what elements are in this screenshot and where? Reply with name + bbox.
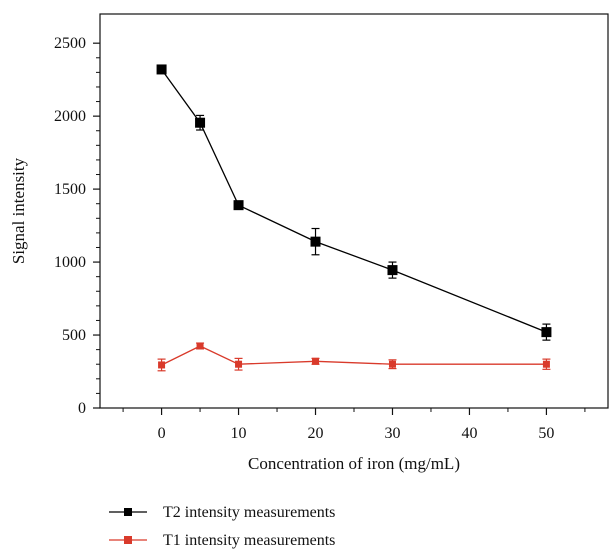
x-tick-label: 40 xyxy=(461,425,477,442)
data-point xyxy=(542,360,550,368)
legend-item: T1 intensity measurements xyxy=(109,532,335,549)
data-point xyxy=(156,64,167,75)
legend-item: T2 intensity measurements xyxy=(109,504,335,521)
y-tick-label: 1500 xyxy=(54,181,86,198)
data-point xyxy=(312,357,320,365)
data-point xyxy=(541,327,552,338)
x-tick-label: 30 xyxy=(384,425,400,442)
data-point xyxy=(310,236,321,247)
legend: T2 intensity measurements T1 intensity me… xyxy=(109,504,335,549)
series-line xyxy=(161,69,547,333)
x-tick-label: 50 xyxy=(538,425,554,442)
legend-marker xyxy=(124,536,132,544)
y-tick-label: 0 xyxy=(78,400,86,417)
data-point xyxy=(388,360,396,368)
data-point xyxy=(195,117,206,128)
y-axis: 0 500 1000 1500 2000 2500 xyxy=(54,35,100,417)
y-tick-label: 500 xyxy=(62,327,86,344)
y-axis-label: Signal intensity xyxy=(9,157,28,264)
y-tick-label: 2500 xyxy=(54,35,86,52)
legend-label: T1 intensity measurements xyxy=(163,532,335,549)
series-1 xyxy=(156,64,552,341)
data-point xyxy=(387,265,398,276)
y-tick-label: 1000 xyxy=(54,254,86,271)
series-line xyxy=(161,345,547,366)
data-point xyxy=(235,360,243,368)
legend-marker xyxy=(124,508,132,516)
plot-border xyxy=(99,13,609,409)
legend-label: T2 intensity measurements xyxy=(163,504,335,521)
data-point xyxy=(196,342,204,350)
series-layer xyxy=(156,64,552,372)
x-tick-label: 0 xyxy=(158,425,166,442)
x-tick-label: 10 xyxy=(231,425,247,442)
x-axis-label: Concentration of iron (mg/mL) xyxy=(248,454,460,473)
plot-frame xyxy=(99,13,609,409)
data-point xyxy=(158,361,166,369)
y-tick-label: 2000 xyxy=(54,108,86,125)
series-2 xyxy=(157,342,551,372)
x-axis: 0 10 20 30 40 50 xyxy=(122,408,586,442)
x-tick-label: 20 xyxy=(308,425,324,442)
data-point xyxy=(233,200,244,211)
